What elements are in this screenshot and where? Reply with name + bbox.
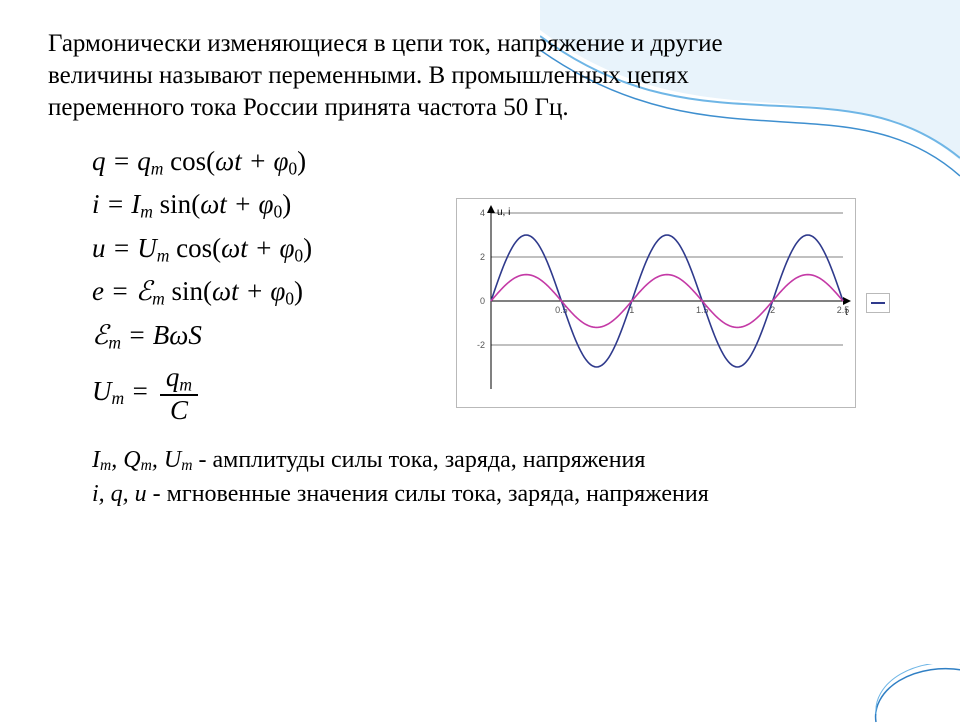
formula-block: q = qm cos(ωt + φ0) i = Im sin(ωt + φ0) … <box>48 142 428 434</box>
svg-text:4: 4 <box>480 208 485 218</box>
formula-i: i = Im sin(ωt + φ0) <box>92 189 428 222</box>
decorative-corner-icon <box>874 664 960 724</box>
chart-legend-chip <box>866 293 890 313</box>
footer-inst-symbols: i, q, u <box>92 481 147 507</box>
formula-u: u = Um cos(ωt + φ0) <box>92 233 428 266</box>
formula-Um: Um = qm C <box>92 363 428 424</box>
svg-text:2.5: 2.5 <box>837 305 850 315</box>
formula-e: e = ℰm sin(ωt + φ0) <box>92 276 428 309</box>
formula-q: q = qm cos(ωt + φ0) <box>92 146 428 179</box>
svg-text:0: 0 <box>480 296 485 306</box>
footer-amp-text: - амплитуды силы тока, заряда, напряжени… <box>198 447 645 473</box>
footer-inst-text: - мгновенные значения силы тока, заряда,… <box>147 481 709 507</box>
intro-text: Гармонически изменяющиеся в цепи ток, на… <box>48 28 768 124</box>
formula-Em: ℰm = BωS <box>92 320 428 353</box>
footer-amp-symbols: Iт, Qт, Uт <box>92 447 198 473</box>
svg-text:-2: -2 <box>477 340 485 350</box>
svg-text:2: 2 <box>480 252 485 262</box>
svg-text:u, i: u, i <box>497 207 510 218</box>
footer-defs: Iт, Qт, Uт - амплитуды силы тока, заряда… <box>48 444 912 511</box>
waveform-chart: u, it0.511.522.5-2024 <box>456 198 856 408</box>
